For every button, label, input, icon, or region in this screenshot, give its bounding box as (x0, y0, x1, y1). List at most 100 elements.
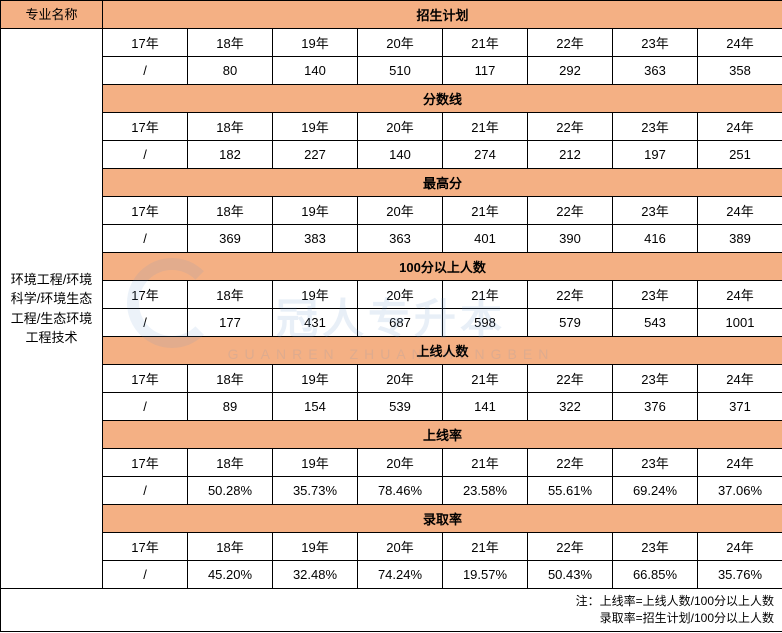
section-header-7: 录取率 (103, 505, 782, 533)
year-cell: 24年 (698, 197, 782, 225)
footer-note: 注：上线率=上线人数/100分以上人数 录取率=招生计划/100分以上人数 (1, 589, 782, 632)
main-section-header: 招生计划 (103, 1, 782, 29)
year-cell: 22年 (528, 533, 613, 561)
year-cell: 23年 (613, 281, 698, 309)
year-cell: 18年 (188, 533, 273, 561)
year-cell: 22年 (528, 197, 613, 225)
value-cell: 177 (188, 309, 273, 337)
years-row-2: 17年 18年 19年 20年 21年 22年 23年 24年 (1, 113, 782, 141)
year-cell: 22年 (528, 449, 613, 477)
year-cell: 19年 (273, 113, 358, 141)
value-cell: 539 (358, 393, 443, 421)
year-cell: 21年 (443, 449, 528, 477)
value-cell: 251 (698, 141, 782, 169)
year-cell: 19年 (273, 29, 358, 57)
year-cell: 20年 (358, 29, 443, 57)
year-cell: 21年 (443, 113, 528, 141)
value-cell: / (103, 57, 188, 85)
year-cell: 19年 (273, 365, 358, 393)
year-cell: 17年 (103, 281, 188, 309)
value-cell: 89 (188, 393, 273, 421)
data-table: 专业名称 招生计划 环境工程/环境科学/环境生态工程/生态环境工程技术 17年 … (0, 0, 782, 632)
value-cell: 35.73% (273, 477, 358, 505)
years-row-3: 17年 18年 19年 20年 21年 22年 23年 24年 (1, 197, 782, 225)
value-cell: 80 (188, 57, 273, 85)
year-cell: 20年 (358, 113, 443, 141)
year-cell: 18年 (188, 365, 273, 393)
footer-line2: 录取率=招生计划/100分以上人数 (600, 611, 774, 625)
value-cell: 1001 (698, 309, 782, 337)
value-cell: / (103, 309, 188, 337)
value-cell: 358 (698, 57, 782, 85)
value-cell: 383 (273, 225, 358, 253)
section-header-4: 100分以上人数 (103, 253, 782, 281)
table-container: 冠人专升本 GUANREN ZHUANSHENGBEN 专业名称 招生计划 环境… (0, 0, 782, 632)
value-cell: 140 (358, 141, 443, 169)
value-cell: / (103, 393, 188, 421)
value-cell: 182 (188, 141, 273, 169)
year-cell: 18年 (188, 29, 273, 57)
year-cell: 19年 (273, 533, 358, 561)
year-cell: 21年 (443, 281, 528, 309)
year-cell: 24年 (698, 533, 782, 561)
year-cell: 17年 (103, 197, 188, 225)
value-cell: 19.57% (443, 561, 528, 589)
year-cell: 22年 (528, 365, 613, 393)
values-row-3: / 369 383 363 401 390 416 389 (1, 225, 782, 253)
section-header-6: 上线率 (103, 421, 782, 449)
value-cell: 74.24% (358, 561, 443, 589)
year-cell: 24年 (698, 113, 782, 141)
year-cell: 18年 (188, 449, 273, 477)
value-cell: 23.58% (443, 477, 528, 505)
year-cell: 17年 (103, 29, 188, 57)
value-cell: 687 (358, 309, 443, 337)
year-cell: 19年 (273, 197, 358, 225)
value-cell: 389 (698, 225, 782, 253)
value-cell: 117 (443, 57, 528, 85)
years-row-5: 17年 18年 19年 20年 21年 22年 23年 24年 (1, 365, 782, 393)
year-cell: 21年 (443, 533, 528, 561)
year-cell: 19年 (273, 281, 358, 309)
value-cell: 35.76% (698, 561, 782, 589)
year-cell: 24年 (698, 449, 782, 477)
values-row-7: / 45.20% 32.48% 74.24% 19.57% 50.43% 66.… (1, 561, 782, 589)
year-cell: 21年 (443, 29, 528, 57)
major-name-cell: 环境工程/环境科学/环境生态工程/生态环境工程技术 (1, 29, 103, 589)
value-cell: 292 (528, 57, 613, 85)
years-row-1: 环境工程/环境科学/环境生态工程/生态环境工程技术 17年 18年 19年 20… (1, 29, 782, 57)
years-row-7: 17年 18年 19年 20年 21年 22年 23年 24年 (1, 533, 782, 561)
value-cell: / (103, 561, 188, 589)
value-cell: 390 (528, 225, 613, 253)
footer-row: 注：上线率=上线人数/100分以上人数 录取率=招生计划/100分以上人数 (1, 589, 782, 632)
value-cell: 227 (273, 141, 358, 169)
section-header-3: 最高分 (103, 169, 782, 197)
year-cell: 23年 (613, 197, 698, 225)
year-cell: 22年 (528, 113, 613, 141)
footer-line1: 注：上线率=上线人数/100分以上人数 (576, 594, 774, 608)
year-cell: 24年 (698, 281, 782, 309)
value-cell: 510 (358, 57, 443, 85)
year-cell: 20年 (358, 197, 443, 225)
value-cell: 66.85% (613, 561, 698, 589)
values-row-4: / 177 431 687 598 579 543 1001 (1, 309, 782, 337)
values-row-1: / 80 140 510 117 292 363 358 (1, 57, 782, 85)
value-cell: 141 (443, 393, 528, 421)
year-cell: 24年 (698, 365, 782, 393)
year-cell: 23年 (613, 113, 698, 141)
value-cell: 369 (188, 225, 273, 253)
year-cell: 23年 (613, 449, 698, 477)
value-cell: 212 (528, 141, 613, 169)
year-cell: 19年 (273, 449, 358, 477)
value-cell: 50.28% (188, 477, 273, 505)
years-row-6: 17年 18年 19年 20年 21年 22年 23年 24年 (1, 449, 782, 477)
year-cell: 20年 (358, 365, 443, 393)
value-cell: 140 (273, 57, 358, 85)
major-header: 专业名称 (1, 1, 103, 29)
year-cell: 17年 (103, 113, 188, 141)
year-cell: 21年 (443, 365, 528, 393)
year-cell: 20年 (358, 449, 443, 477)
values-row-2: / 182 227 140 274 212 197 251 (1, 141, 782, 169)
value-cell: 363 (358, 225, 443, 253)
year-cell: 23年 (613, 365, 698, 393)
value-cell: / (103, 477, 188, 505)
